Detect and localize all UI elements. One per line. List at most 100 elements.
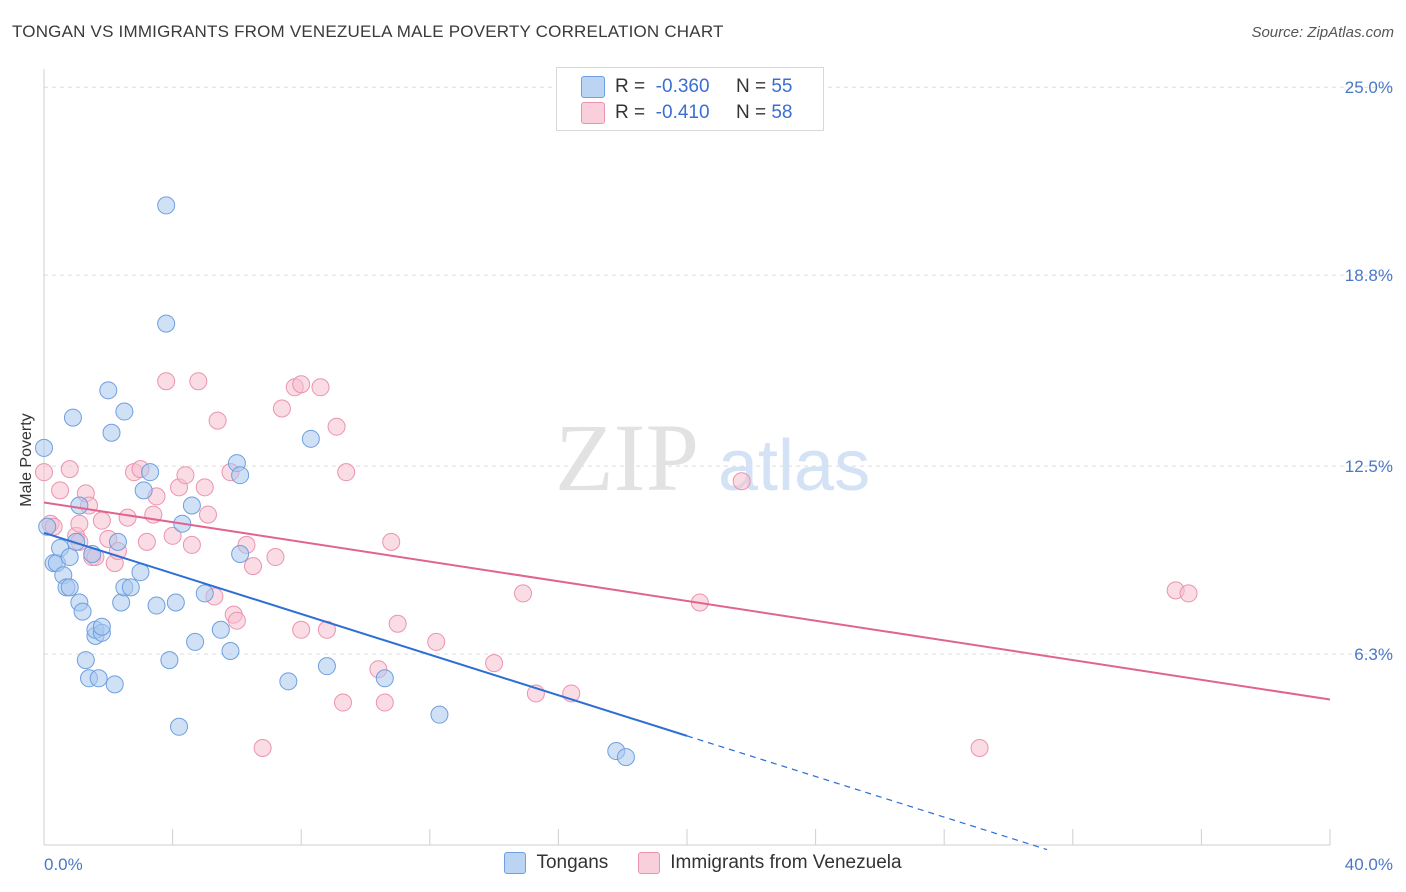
data-point-tongans — [115, 402, 134, 421]
data-point-tongans — [160, 651, 179, 670]
data-point-tongans — [157, 314, 176, 333]
data-point-tongans — [105, 675, 124, 694]
data-point-tongans — [60, 548, 79, 567]
data-point-venezuela — [176, 466, 195, 485]
data-point-tongans — [134, 481, 153, 500]
data-point-tongans — [231, 466, 250, 485]
legend-item-venezuela: Immigrants from Venezuela — [638, 852, 902, 874]
legend-r-label: R = — [615, 76, 646, 97]
data-point-venezuela — [427, 632, 446, 651]
legend-item-tongans: Tongans — [504, 852, 608, 874]
legend-r-value: -0.410 — [655, 102, 710, 123]
watermark-atlas: atlas — [718, 426, 870, 506]
legend-swatch-pink — [581, 102, 605, 124]
data-point-venezuela — [292, 375, 311, 394]
data-point-tongans — [166, 593, 185, 612]
data-point-tongans — [301, 429, 320, 448]
data-point-venezuela — [292, 620, 311, 639]
data-point-venezuela — [227, 611, 246, 630]
watermark-zip: ZIP — [555, 404, 699, 511]
data-point-tongans — [186, 632, 205, 651]
data-point-tongans — [121, 578, 140, 597]
watermark: ZIP atlas — [555, 404, 870, 511]
data-point-tongans — [430, 705, 449, 724]
y-tick-label: 25.0% — [1345, 78, 1393, 97]
data-point-venezuela — [137, 532, 156, 551]
data-point-tongans — [60, 578, 79, 597]
y-tick-label: 18.8% — [1345, 266, 1393, 285]
data-point-venezuela — [195, 478, 214, 497]
data-point-tongans — [211, 620, 230, 639]
legend-label-tongans: Tongans — [536, 852, 609, 873]
series-tongans-points — [35, 196, 635, 767]
data-point-tongans — [38, 517, 57, 536]
trend-line-tongans — [43, 531, 688, 737]
series-legend: Tongans Immigrants from Venezuela — [0, 852, 1406, 874]
x-tick-label: 40.0% — [1345, 855, 1393, 874]
legend-r-label: R = — [615, 102, 646, 123]
data-point-tongans — [70, 496, 89, 515]
data-point-venezuela — [266, 548, 285, 567]
data-point-tongans — [231, 545, 250, 563]
data-point-tongans — [147, 596, 166, 615]
data-point-tongans — [375, 669, 394, 688]
y-tick-label: 12.5% — [1345, 457, 1393, 476]
data-point-tongans — [102, 423, 121, 442]
data-point-tongans — [141, 463, 160, 482]
data-point-venezuela — [92, 511, 111, 530]
data-point-venezuela — [382, 532, 401, 551]
legend-swatch-pink — [638, 852, 661, 874]
data-point-tongans — [73, 602, 92, 621]
data-point-venezuela — [311, 378, 330, 397]
data-point-venezuela — [272, 399, 291, 418]
data-point-venezuela — [118, 508, 137, 527]
trend-line-tongans-extrapolated — [686, 735, 1048, 851]
data-point-tongans — [616, 748, 635, 767]
data-point-tongans — [157, 196, 176, 215]
correlation-legend: R = -0.360 N = 55 R = -0.410 N = 58 — [556, 67, 824, 131]
data-point-tongans — [67, 532, 86, 551]
x-tick-label: 0.0% — [44, 855, 83, 874]
data-point-venezuela — [970, 739, 989, 757]
data-point-tongans — [112, 593, 131, 612]
legend-n-value: 55 — [771, 76, 793, 97]
data-point-venezuela — [208, 411, 227, 430]
data-point-venezuela — [514, 584, 533, 603]
axes — [43, 69, 1331, 846]
data-point-tongans — [89, 669, 108, 688]
data-point-tongans — [76, 651, 95, 670]
legend-swatch-blue — [581, 76, 605, 98]
data-point-venezuela — [189, 372, 208, 391]
legend-row-tongans: R = -0.360 N = 55 — [581, 75, 792, 99]
legend-r-value: -0.360 — [655, 76, 710, 97]
data-point-tongans — [182, 496, 201, 515]
data-point-venezuela — [732, 472, 751, 491]
source-label: Source: ZipAtlas.com — [1251, 24, 1394, 41]
data-point-tongans — [170, 717, 189, 736]
legend-label-venezuela: Immigrants from Venezuela — [670, 852, 902, 873]
data-point-venezuela — [485, 654, 504, 673]
data-point-venezuela — [327, 417, 346, 436]
data-point-venezuela — [243, 557, 262, 576]
legend-n-label: N = — [735, 76, 767, 97]
legend-n-value: 58 — [771, 102, 793, 123]
data-point-tongans — [99, 381, 118, 400]
data-point-tongans — [279, 672, 298, 691]
data-point-venezuela — [70, 514, 89, 533]
data-point-tongans — [195, 584, 214, 603]
data-point-venezuela — [163, 526, 182, 545]
chart-title: TONGAN VS IMMIGRANTS FROM VENEZUELA MALE… — [12, 22, 724, 41]
data-point-venezuela — [388, 614, 407, 633]
legend-row-venezuela: R = -0.410 N = 58 — [581, 101, 792, 125]
trend-lines — [43, 501, 1331, 851]
data-point-tongans — [108, 532, 127, 551]
tick-labels: 6.3% 12.5% 18.8% 25.0% 0.0% 40.0% — [44, 78, 1393, 874]
data-point-venezuela — [157, 372, 176, 391]
data-point-tongans — [221, 642, 240, 660]
trend-line-venezuela — [43, 501, 1331, 701]
data-point-venezuela — [60, 460, 79, 479]
data-point-venezuela — [1179, 584, 1198, 603]
data-point-tongans — [131, 563, 150, 582]
data-point-venezuela — [182, 535, 201, 554]
